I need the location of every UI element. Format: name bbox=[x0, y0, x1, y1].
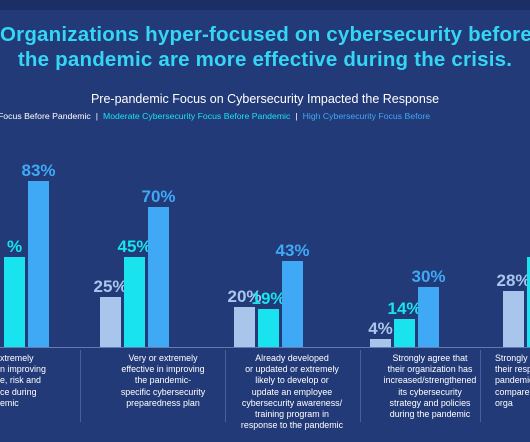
bar bbox=[258, 309, 279, 347]
category-label-line: Strongly agree that bbox=[392, 353, 468, 363]
category-label: Strongly agree that their organization ha… bbox=[368, 353, 492, 420]
bar-value-label: 45% bbox=[117, 237, 151, 256]
legend: ecurity Focus Before Pandemic | Moderate C… bbox=[0, 111, 430, 121]
category-label-line: increased/strengthened bbox=[383, 375, 477, 386]
category-label-line: n improving bbox=[0, 364, 46, 375]
bar-value-label: 14% bbox=[387, 299, 421, 318]
bar bbox=[503, 291, 524, 347]
bar bbox=[394, 319, 415, 347]
legend-moderate: Moderate Cybersecurity Focus Before Pand… bbox=[102, 111, 291, 121]
legend-high: High Cybersecurity Focus Before bbox=[302, 111, 431, 121]
bar-value-label: % bbox=[7, 237, 22, 256]
category-label-line: specific cybersecurity bbox=[120, 386, 206, 397]
category-divider bbox=[80, 350, 81, 422]
category-label-line: ce during bbox=[0, 386, 37, 397]
bar bbox=[100, 297, 121, 347]
category-label-line: preparedness plan bbox=[126, 397, 200, 408]
category-label-line: its cybersecurity bbox=[398, 386, 462, 397]
category-label-line: during the pandemic bbox=[389, 409, 471, 420]
legend-separator: | bbox=[295, 111, 298, 121]
bar-value-label: 25% bbox=[93, 277, 127, 296]
category-divider bbox=[480, 350, 481, 422]
legend-low: ecurity Focus Before Pandemic bbox=[0, 111, 91, 121]
bar-value-label: 70% bbox=[141, 187, 175, 206]
category-label-line: Strongly bbox=[495, 353, 528, 363]
category-label-line: training program in bbox=[255, 409, 329, 420]
bar bbox=[4, 257, 25, 347]
category-label-line: Very or extremely bbox=[128, 353, 198, 363]
category-label-line: pandemic bbox=[495, 375, 530, 386]
category-label-line: update an employee bbox=[251, 386, 333, 397]
chart-baseline bbox=[0, 347, 530, 348]
legend-separator: | bbox=[95, 111, 98, 121]
category-label-line: orga bbox=[495, 397, 513, 408]
top-border bbox=[0, 0, 530, 10]
category-label: xtremely n improving e, risk and ce during e… bbox=[0, 353, 60, 409]
bar bbox=[148, 207, 169, 347]
bar bbox=[282, 261, 303, 347]
category-label-line: their resp bbox=[495, 364, 530, 375]
bar bbox=[418, 287, 439, 347]
bar bbox=[234, 307, 255, 347]
bar-value-label: 19% bbox=[251, 289, 285, 308]
category-label-line: Already developed bbox=[255, 353, 329, 363]
category-label-line: effective in improving bbox=[121, 364, 205, 375]
category-label: Already developed or updated or extremely… bbox=[230, 353, 354, 431]
bar-value-label: 28% bbox=[496, 271, 530, 290]
category-label-line: compare bbox=[495, 386, 530, 397]
bar bbox=[124, 257, 145, 347]
category-divider bbox=[225, 350, 226, 422]
headline-line-2: the pandemic are more effective during t… bbox=[17, 48, 513, 71]
bar-value-label: 4% bbox=[368, 319, 393, 338]
category-label-line: response to the pandemic bbox=[240, 420, 344, 431]
category-label-line: e, risk and bbox=[0, 375, 41, 386]
category-label-line: the pandemic- bbox=[134, 375, 192, 386]
category-label-line: cybersecurity awareness/ bbox=[241, 397, 343, 408]
bar-value-label: 83% bbox=[21, 161, 55, 180]
bar-value-label: 30% bbox=[411, 267, 445, 286]
bar bbox=[370, 339, 391, 347]
headline-line-1: Organizations hyper-focused on cybersecu… bbox=[0, 23, 530, 46]
headline: Organizations hyper-focused on cybersecu… bbox=[0, 22, 530, 72]
bar bbox=[28, 181, 49, 347]
bar-chart: 25%20%4%28%%45%19%14%483%70%43%30% bbox=[4, 161, 530, 347]
bar-value-label: 43% bbox=[275, 241, 309, 260]
category-label-line: or updated or extremely bbox=[245, 364, 339, 375]
category-label-line: strategy and policies bbox=[389, 397, 471, 408]
category-label: Very or extremely effective in improving t… bbox=[101, 353, 225, 409]
category-label-line: xtremely bbox=[0, 353, 34, 363]
category-label-line: emic bbox=[0, 397, 19, 408]
category-label-line: their organization has bbox=[387, 364, 473, 375]
chart-title: Pre-pandemic Focus on Cybersecurity Impa… bbox=[90, 92, 440, 106]
category-divider bbox=[360, 350, 361, 422]
bar-value-label: 20% bbox=[227, 287, 261, 306]
bar bbox=[527, 257, 530, 347]
category-label-line: likely to develop or bbox=[255, 375, 329, 386]
category-label: Strongly their resp pandemic compare orga bbox=[495, 353, 530, 409]
